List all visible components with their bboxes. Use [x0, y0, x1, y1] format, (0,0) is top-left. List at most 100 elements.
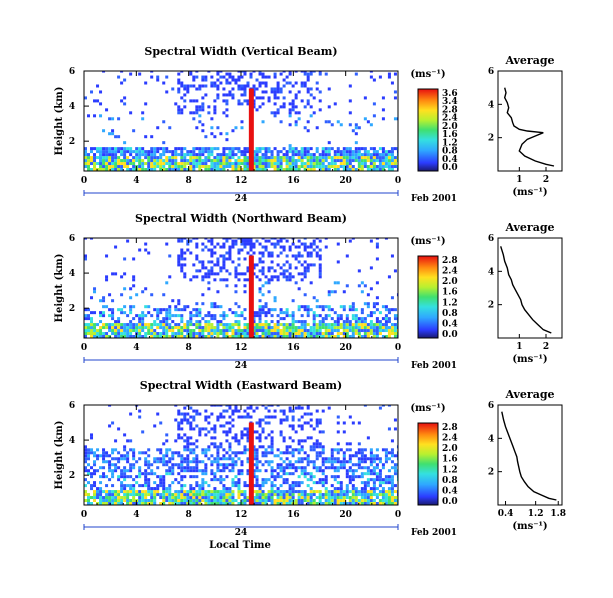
heatmap-cell — [201, 481, 205, 485]
heatmap-cell — [261, 463, 265, 467]
heatmap-cell — [321, 484, 325, 488]
heatmap-cell — [276, 496, 280, 500]
heatmap-cell — [321, 168, 325, 171]
heatmap-cell — [105, 490, 109, 494]
heatmap-cell — [96, 156, 100, 160]
heatmap-cell — [390, 466, 394, 470]
heatmap-cell — [189, 469, 193, 473]
heatmap-cell — [315, 445, 319, 449]
heatmap-cell — [312, 263, 316, 267]
heatmap-cell — [288, 275, 292, 279]
heatmap-cell — [336, 466, 340, 470]
heatmap-cell — [249, 415, 253, 419]
heatmap-cell — [267, 281, 271, 285]
heatmap-cell — [177, 451, 181, 455]
heatmap-cell — [150, 135, 154, 139]
heatmap-cell — [237, 147, 241, 151]
heatmap-cell — [135, 314, 139, 318]
heatmap-cell — [180, 496, 184, 500]
average-y-tick-label: 6 — [488, 401, 494, 411]
heatmap-cell — [297, 490, 301, 494]
heatmap-cell — [282, 502, 286, 505]
heatmap-cell — [330, 317, 334, 321]
heatmap-cell — [132, 168, 136, 171]
heatmap-cell — [246, 242, 250, 246]
heatmap-cell — [315, 314, 319, 318]
heatmap-cell — [174, 499, 178, 503]
heatmap-cell — [294, 162, 298, 166]
heatmap-cell — [243, 308, 247, 312]
heatmap-cell — [114, 326, 118, 330]
heatmap-cell — [267, 405, 271, 407]
heatmap-cell — [84, 308, 87, 312]
heatmap-cell — [156, 326, 160, 330]
heatmap-cell — [291, 448, 295, 452]
heatmap-cell — [333, 478, 337, 482]
heatmap-cell — [306, 454, 310, 458]
heatmap-cell — [360, 323, 364, 327]
heatmap-cell — [309, 159, 313, 163]
heatmap-cell — [207, 168, 211, 171]
heatmap-cell — [192, 415, 196, 419]
heatmap-cell — [240, 168, 244, 171]
heatmap-cell — [246, 430, 250, 434]
heatmap-cell — [129, 72, 133, 76]
heatmap-cell — [93, 454, 97, 458]
heatmap-cell — [123, 311, 127, 315]
heatmap-cell — [213, 499, 217, 503]
heatmap-cell — [225, 251, 229, 255]
heatmap-cell — [258, 96, 262, 100]
heatmap-cell — [360, 335, 364, 338]
heatmap-cell — [270, 451, 274, 455]
colorbar-tick-label: 0.4 — [442, 155, 458, 165]
heatmap-cell — [261, 484, 265, 488]
heatmap-cell — [234, 451, 238, 455]
heatmap-cell — [111, 421, 115, 425]
heatmap-cell — [330, 499, 334, 503]
heatmap-cell — [369, 463, 373, 467]
heatmap-cell — [384, 153, 388, 157]
heatmap-cell — [207, 490, 211, 494]
heatmap-cell — [90, 475, 94, 479]
heatmap-cell — [261, 254, 265, 258]
heatmap-cell — [360, 329, 364, 333]
heatmap-cell — [234, 266, 238, 270]
heatmap-cell — [150, 499, 154, 503]
heatmap-cell — [228, 406, 232, 410]
heatmap-cell — [84, 445, 87, 449]
heatmap-cell — [213, 326, 217, 330]
heatmap-cell — [324, 153, 328, 157]
heatmap-cell — [216, 320, 220, 324]
heatmap-cell — [312, 323, 316, 327]
heatmap-cell — [216, 323, 220, 327]
heatmap-cell — [237, 99, 241, 103]
heatmap-cell — [342, 457, 346, 461]
heatmap-cell — [288, 490, 292, 494]
heatmap-cell — [102, 335, 106, 338]
heatmap-cell — [342, 421, 346, 425]
heatmap-cell — [261, 90, 265, 94]
heatmap-cell — [288, 499, 292, 503]
heatmap-cell — [93, 493, 97, 497]
colorbar-tick-label: 0.4 — [442, 319, 458, 329]
heatmap-cell — [228, 147, 232, 151]
heatmap-cell — [111, 156, 115, 160]
heatmap-cell — [369, 266, 373, 270]
heatmap-cell — [237, 472, 241, 476]
heatmap-cell — [237, 162, 241, 166]
heatmap-cell — [132, 257, 136, 261]
heatmap-cell — [315, 442, 319, 446]
heatmap-cell — [378, 469, 382, 473]
heatmap-cell — [282, 469, 286, 473]
heatmap-cell — [348, 469, 352, 473]
date-label: Feb 2001 — [411, 361, 457, 371]
heatmap-cell — [378, 326, 382, 330]
heatmap-cell — [288, 266, 292, 270]
heatmap-cell — [213, 317, 217, 321]
heatmap-cell — [234, 311, 238, 315]
heatmap-cell — [321, 332, 325, 336]
heatmap-cell — [261, 481, 265, 485]
heatmap-cell — [198, 329, 202, 333]
heatmap-cell — [369, 287, 373, 291]
heatmap-cell — [108, 490, 112, 494]
